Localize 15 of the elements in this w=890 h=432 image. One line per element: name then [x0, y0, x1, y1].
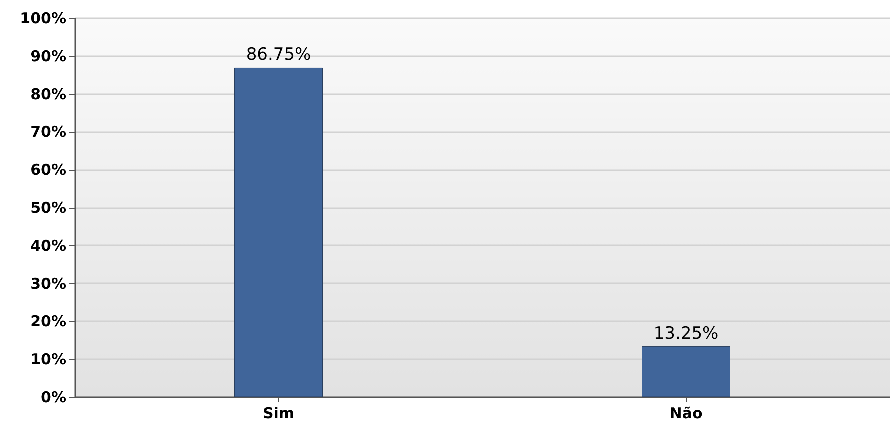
- y-tick-label: 70%: [30, 123, 66, 142]
- y-tick-label: 0%: [41, 388, 66, 406]
- y-tick-label: 50%: [30, 199, 66, 217]
- y-tick-label: 60%: [30, 161, 66, 180]
- y-tick-label: 90%: [30, 47, 66, 66]
- y-tick-label: 80%: [30, 85, 66, 104]
- x-tick-label: Não: [670, 404, 703, 422]
- y-tick-label: 40%: [30, 236, 66, 255]
- y-tick-label: 100%: [20, 10, 66, 28]
- data-label: 13.25%: [654, 324, 719, 344]
- y-tick-label: 10%: [30, 350, 66, 369]
- x-tick-label: Sim: [262, 404, 295, 422]
- y-tick-label: 20%: [30, 312, 66, 331]
- y-tick-label: 30%: [30, 274, 66, 293]
- data-label: 86.75%: [246, 45, 312, 66]
